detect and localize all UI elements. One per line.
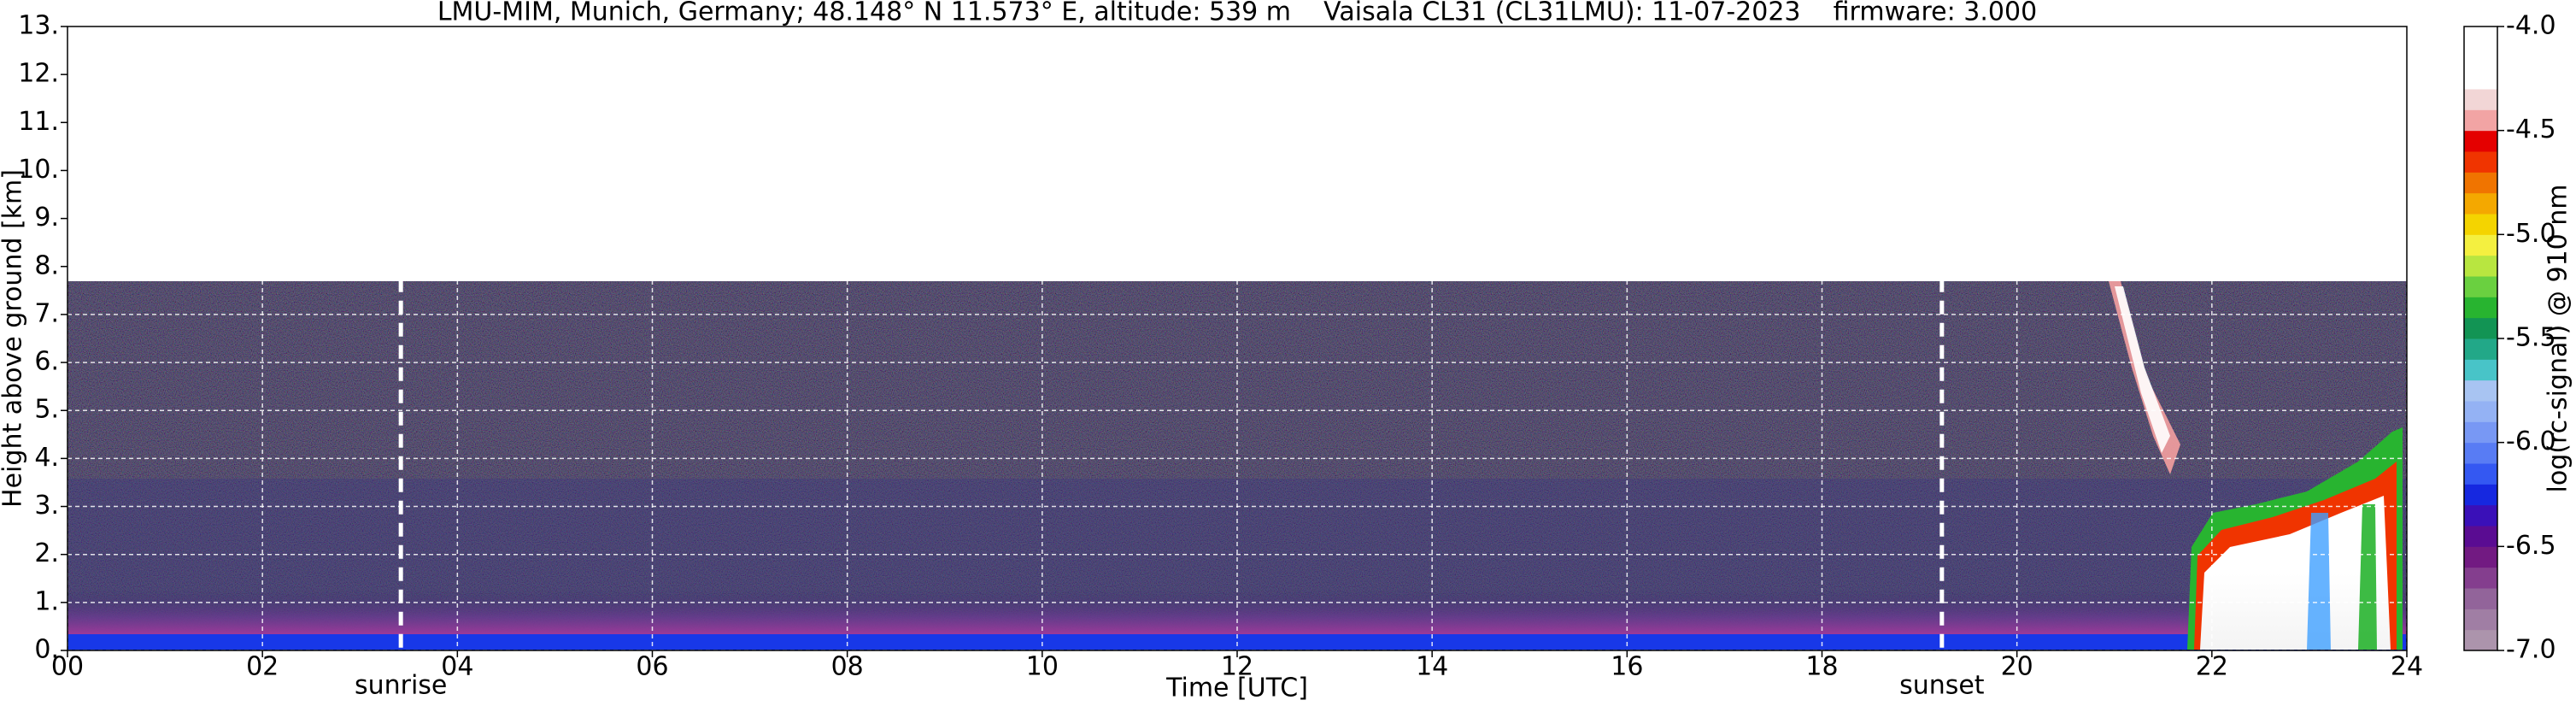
colorbar-segment — [2464, 68, 2497, 90]
colorbar-tick-label: -4.5 — [2506, 115, 2556, 144]
y-tick-label: 11. — [18, 107, 59, 137]
y-tick-label: 10. — [18, 155, 59, 185]
colorbar-segment — [2464, 47, 2497, 69]
colorbar-segment — [2464, 504, 2497, 527]
colorbar-segment — [2464, 26, 2497, 48]
x-tick-label: 00 — [51, 652, 84, 682]
colorbar-segment — [2464, 546, 2497, 568]
colorbar-segment — [2464, 463, 2497, 485]
colorbar-segment — [2464, 89, 2497, 110]
colorbar-segment — [2464, 359, 2497, 381]
colorbar-segment — [2464, 588, 2497, 609]
x-tick-label: 20 — [2001, 652, 2033, 682]
colorbar-segment — [2464, 297, 2497, 319]
colorbar-segment — [2464, 567, 2497, 589]
y-tick-label: 7. — [34, 298, 59, 328]
colorbar-tick-label: -6.5 — [2506, 531, 2556, 561]
colorbar-segment — [2464, 172, 2497, 194]
colorbar-segment — [2464, 130, 2497, 152]
y-tick-label: 9. — [34, 203, 59, 232]
x-tick-label: 14 — [1416, 652, 1448, 682]
colorbar-tick-label: -4.0 — [2506, 11, 2556, 41]
x-axis-label: Time [UTC] — [1165, 674, 1308, 703]
colorbar-segment — [2464, 609, 2497, 631]
colorbar-segment — [2464, 526, 2497, 547]
colorbar-segment — [2464, 214, 2497, 235]
colorbar-segment — [2464, 401, 2497, 422]
x-tick-label: 10 — [1026, 652, 1059, 682]
y-tick-label: 12. — [18, 59, 59, 89]
y-axis-label: Height above ground [km] — [0, 169, 28, 508]
colorbar-segment — [2464, 421, 2497, 444]
annotation-label: sunrise — [355, 671, 447, 701]
colorbar-segment — [2464, 151, 2497, 173]
x-tick-label: 02 — [246, 652, 279, 682]
colorbar-segment — [2464, 276, 2497, 297]
x-tick-label: 16 — [1611, 652, 1643, 682]
chart-title: LMU-MIM, Munich, Germany; 48.148° N 11.5… — [437, 0, 2037, 27]
colorbar-segment — [2464, 192, 2497, 215]
colorbar-tick-label: -6.0 — [2506, 427, 2556, 456]
x-tick-label: 08 — [831, 652, 864, 682]
annotation-label: sunset — [1899, 671, 1985, 701]
colorbar-segment — [2464, 484, 2497, 506]
colorbar-segment — [2464, 379, 2497, 402]
y-tick-label: 3. — [34, 491, 59, 521]
x-tick-label: 06 — [636, 652, 668, 682]
colorbar-segment — [2464, 338, 2497, 360]
colorbar-segment — [2464, 317, 2497, 339]
colorbar-segment — [2464, 255, 2497, 277]
y-tick-label: 1. — [34, 586, 59, 616]
x-tick-label: 22 — [2196, 652, 2228, 682]
y-tick-label: 13. — [18, 11, 59, 41]
colorbar-tick-label: -5.5 — [2506, 323, 2556, 353]
x-tick-label: 18 — [1805, 652, 1838, 682]
colorbar-tick-label: -7.0 — [2506, 635, 2556, 665]
colorbar-segment — [2464, 442, 2497, 464]
y-tick-label: 4. — [34, 443, 59, 473]
colorbar-label: log(rc-signal) @ 910 nm — [2544, 185, 2573, 493]
colorbar-segment — [2464, 109, 2497, 132]
colorbar-tick-label: -5.0 — [2506, 219, 2556, 249]
x-tick-label: 12 — [1221, 652, 1253, 682]
y-tick-label: 8. — [34, 250, 59, 280]
x-tick-label: 24 — [2391, 652, 2423, 682]
colorbar-segment — [2464, 234, 2497, 256]
y-tick-label: 0. — [34, 635, 59, 665]
y-tick-label: 5. — [34, 395, 59, 425]
y-tick-label: 6. — [34, 347, 59, 377]
colorbar-segment — [2464, 629, 2497, 651]
y-tick-label: 2. — [34, 538, 59, 568]
x-tick-label: 04 — [441, 652, 473, 682]
